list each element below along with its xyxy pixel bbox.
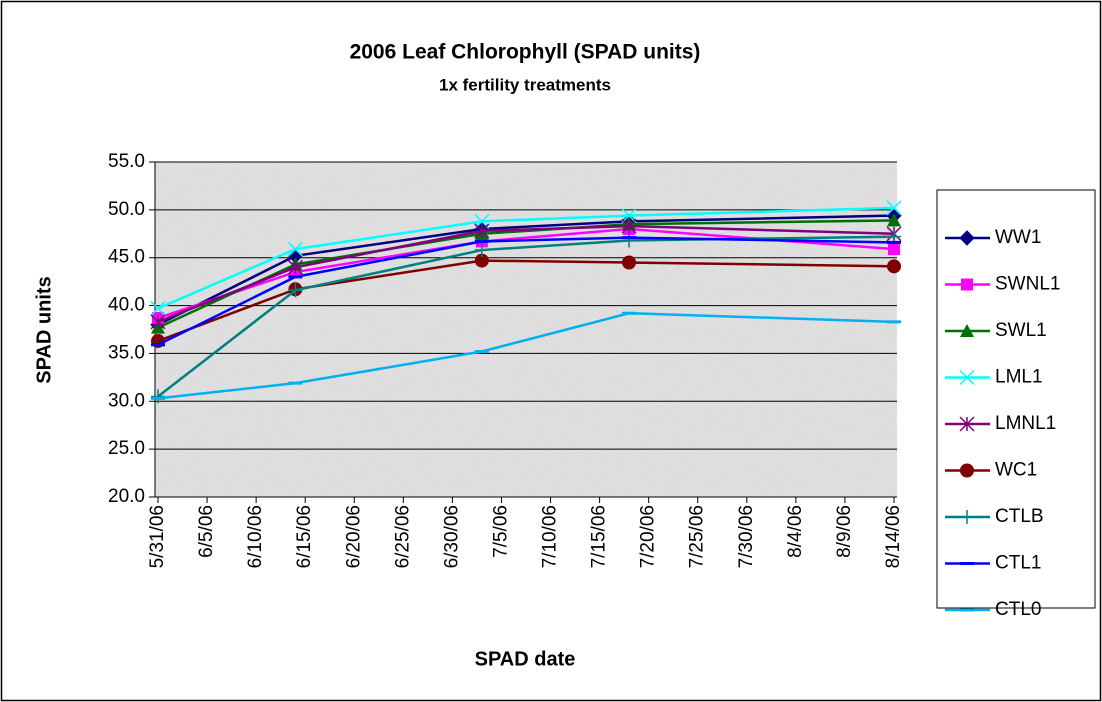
data-point xyxy=(150,300,166,316)
legend-marker xyxy=(960,510,974,524)
data-point xyxy=(150,314,166,330)
legend-marker xyxy=(961,278,973,291)
y-tick-label: 50.0 xyxy=(108,199,145,220)
legend-label: LMNL1 xyxy=(995,413,1056,434)
legend-marker xyxy=(959,369,975,386)
data-point xyxy=(474,253,489,268)
x-tick-label: 7/30/06 xyxy=(736,505,757,568)
data-point xyxy=(287,241,303,257)
data-point xyxy=(887,259,901,274)
x-tick-label: 7/10/06 xyxy=(540,505,561,568)
x-tick-label: 6/15/06 xyxy=(294,505,315,568)
legend-label: SWL1 xyxy=(995,320,1047,341)
y-axis-label: SPAD units xyxy=(33,276,55,383)
x-tick-label: 6/5/06 xyxy=(196,505,217,558)
y-tick-label: 45.0 xyxy=(108,247,145,268)
data-point xyxy=(888,243,900,256)
x-tick-label: 6/20/06 xyxy=(343,505,364,568)
x-tick-label: 5/31/06 xyxy=(147,505,168,568)
legend-label: CTL0 xyxy=(995,599,1041,620)
y-tick-label: 30.0 xyxy=(108,390,145,411)
legend-label: WC1 xyxy=(995,460,1037,481)
legend-marker xyxy=(960,324,974,337)
data-point xyxy=(622,233,637,248)
data-point xyxy=(474,223,490,239)
y-tick-label: 20.0 xyxy=(108,486,145,507)
x-tick-label: 6/30/06 xyxy=(441,505,462,568)
y-tick-label: 35.0 xyxy=(108,342,145,363)
data-point xyxy=(886,200,902,216)
data-point xyxy=(622,255,637,270)
chart-subtitle: 1x fertility treatments xyxy=(439,75,611,94)
legend-label: SWNL1 xyxy=(995,274,1060,295)
data-point xyxy=(621,208,637,224)
chart-title: 2006 Leaf Chlorophyll (SPAD units) xyxy=(350,41,701,64)
data-point xyxy=(621,218,637,234)
data-point xyxy=(288,283,303,298)
legend-marker xyxy=(959,230,975,246)
legend-marker xyxy=(959,416,975,432)
y-tick-label: 25.0 xyxy=(108,438,145,459)
legend-label: LML1 xyxy=(995,367,1043,388)
x-tick-label: 6/10/06 xyxy=(245,505,266,568)
legend-label: CTL1 xyxy=(995,553,1041,574)
legend xyxy=(936,189,1096,609)
data-point xyxy=(474,243,489,258)
y-tick-label: 40.0 xyxy=(108,295,145,316)
x-tick-label: 8/9/06 xyxy=(834,505,855,558)
data-point xyxy=(287,259,303,275)
x-tick-label: 7/20/06 xyxy=(638,505,659,568)
y-tick-label: 55.0 xyxy=(108,151,145,172)
x-tick-label: 8/14/06 xyxy=(883,505,904,568)
legend-label: CTLB xyxy=(995,506,1044,527)
x-tick-label: 7/15/06 xyxy=(589,505,610,568)
data-point xyxy=(887,213,901,227)
x-tick-label: 7/5/06 xyxy=(490,505,511,558)
x-tick-label: 8/4/06 xyxy=(785,505,806,558)
legend-marker xyxy=(960,463,974,478)
x-axis-label: SPAD date xyxy=(475,648,576,670)
legend-label: WW1 xyxy=(995,227,1041,248)
x-tick-label: 6/25/06 xyxy=(392,505,413,568)
data-point xyxy=(151,389,165,404)
x-tick-label: 7/25/06 xyxy=(687,505,708,568)
